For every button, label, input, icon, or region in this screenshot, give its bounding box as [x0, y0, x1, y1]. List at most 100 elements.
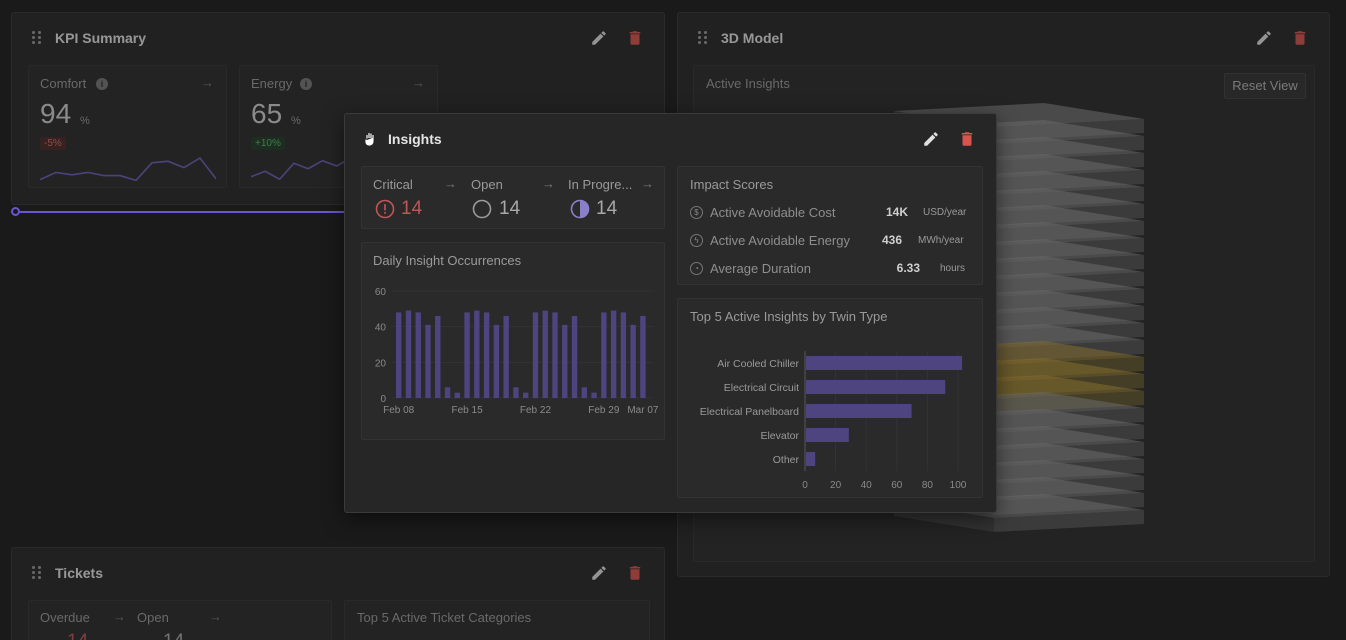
- daily-bar[interactable]: [581, 387, 587, 398]
- x-tick-label: Feb 29: [588, 405, 620, 416]
- building-floor-face: [994, 221, 1144, 243]
- alert-circle-icon: [375, 199, 395, 219]
- twin-type-bar[interactable]: [806, 452, 816, 466]
- daily-bar[interactable]: [415, 312, 421, 398]
- twin-type-bar[interactable]: [806, 404, 912, 418]
- impact-unit: USD/year: [923, 207, 967, 218]
- daily-bar[interactable]: [405, 310, 412, 398]
- impact-unit: hours: [940, 263, 966, 274]
- stat-value-critical: 14: [401, 198, 423, 219]
- x-tick-label: 60: [891, 480, 903, 491]
- building-floor-face: [994, 408, 1144, 430]
- impact-name: Average Duration: [710, 261, 811, 276]
- daily-bar[interactable]: [464, 312, 470, 398]
- y-tick-label: 20: [375, 358, 387, 369]
- daily-bar[interactable]: [640, 315, 646, 398]
- daily-bar[interactable]: [591, 392, 597, 398]
- twin-type-bar[interactable]: [806, 380, 946, 394]
- edit-icon[interactable]: [590, 564, 608, 582]
- daily-bar[interactable]: [571, 315, 578, 398]
- stat-label-critical: Critical: [373, 177, 413, 192]
- daily-bar[interactable]: [542, 310, 548, 398]
- ticket-stat-value: 14: [67, 631, 88, 640]
- top5-twin-type-bar-chart[interactable]: 0 20 40 60 80 100 Air Cooled Chiller Electrical…: [678, 329, 982, 497]
- daily-bar[interactable]: [523, 392, 529, 398]
- category-label: Air Cooled Chiller: [717, 358, 799, 370]
- daily-bar[interactable]: [435, 315, 441, 398]
- delete-icon[interactable]: [626, 564, 644, 582]
- building-floor-face: [994, 289, 1144, 311]
- ticket-stat-value: 14: [163, 631, 184, 640]
- widget-title: Tickets: [55, 565, 103, 581]
- drag-handle-icon[interactable]: [32, 31, 42, 45]
- edit-icon[interactable]: [922, 130, 940, 148]
- daily-bar[interactable]: [474, 310, 480, 398]
- ticket-categories-title: Top 5 Active Ticket Categories: [357, 610, 532, 625]
- ticket-stat-label: Open: [137, 610, 169, 625]
- daily-bar[interactable]: [562, 324, 568, 398]
- twin-type-bar[interactable]: [806, 428, 849, 442]
- x-tick-label: Feb 15: [452, 405, 484, 416]
- building-floor-face: [994, 391, 1144, 413]
- building-floor-face: [994, 425, 1144, 447]
- arrow-right-icon[interactable]: →: [542, 176, 555, 191]
- daily-bar[interactable]: [483, 312, 490, 398]
- building-floor-face: [994, 357, 1144, 379]
- edit-icon[interactable]: [1255, 29, 1273, 47]
- impact-value: 6.33: [896, 261, 920, 275]
- building-floor-face: [994, 153, 1144, 175]
- stat-value-open: 14: [499, 198, 521, 219]
- daily-bar[interactable]: [425, 324, 431, 398]
- drag-handle-icon[interactable]: [698, 31, 708, 45]
- x-tick-label: 40: [861, 480, 873, 491]
- reset-view-button[interactable]: Reset View: [1224, 73, 1306, 99]
- arrow-right-icon[interactable]: →: [209, 609, 222, 624]
- daily-bar[interactable]: [552, 312, 558, 398]
- arrow-right-icon[interactable]: →: [412, 75, 425, 90]
- arrow-right-icon[interactable]: →: [201, 75, 214, 90]
- category-label: Other: [773, 454, 800, 466]
- daily-bar[interactable]: [610, 310, 617, 398]
- delete-icon[interactable]: [958, 130, 976, 148]
- daily-bar[interactable]: [454, 392, 460, 398]
- category-label: Electrical Circuit: [724, 382, 799, 394]
- info-icon[interactable]: i: [300, 78, 312, 90]
- impact-scores-title: Impact Scores: [690, 177, 774, 192]
- widget-title: KPI Summary: [55, 30, 147, 46]
- x-tick-label: 100: [950, 480, 967, 491]
- daily-bar[interactable]: [493, 324, 500, 398]
- daily-bar[interactable]: [396, 312, 402, 398]
- info-icon[interactable]: i: [96, 78, 108, 90]
- x-tick-label: 20: [830, 480, 842, 491]
- delete-icon[interactable]: [626, 29, 644, 47]
- impact-row-energy: ϟ Active Avoidable Energy 436 MWh/year: [690, 233, 970, 251]
- delete-icon[interactable]: [1291, 29, 1309, 47]
- daily-bar[interactable]: [620, 312, 627, 398]
- x-tick-label: Mar 07: [627, 405, 659, 416]
- daily-insight-bar-chart[interactable]: 0 20 40 60 Feb 08 Feb 15 Feb 22 Feb 29 Mar 07: [362, 273, 664, 439]
- building-floor-face: [994, 204, 1144, 226]
- daily-bar[interactable]: [601, 312, 607, 398]
- y-tick-label: 0: [380, 394, 386, 405]
- daily-bar[interactable]: [513, 387, 519, 398]
- daily-bar[interactable]: [503, 315, 509, 398]
- insight-stats-card: Critical → 14 Open → 14 In Progre... → 1…: [361, 166, 665, 229]
- arrow-right-icon[interactable]: →: [641, 176, 654, 191]
- twin-type-bar[interactable]: [806, 356, 963, 370]
- building-floor-face: [994, 187, 1144, 209]
- edit-icon[interactable]: [590, 29, 608, 47]
- kpi-label: Comfort: [40, 76, 87, 91]
- daily-bar[interactable]: [630, 324, 636, 398]
- arrow-right-icon[interactable]: →: [113, 609, 126, 624]
- drag-handle-icon[interactable]: [32, 566, 42, 580]
- building-floor-face: [994, 170, 1144, 192]
- widget-header: KPI Summary: [12, 13, 664, 63]
- impact-scores-card: Impact Scores $ Active Avoidable Cost 14…: [677, 166, 983, 285]
- grab-hand-icon[interactable]: [363, 131, 377, 147]
- insights-widget[interactable]: Insights Critical → 14 Open → 14 In Prog…: [344, 113, 997, 513]
- widget-title: Insights: [388, 131, 442, 147]
- kpi-card-comfort[interactable]: Comfort i → 94 % -5%: [28, 65, 227, 188]
- arrow-right-icon[interactable]: →: [444, 176, 457, 191]
- daily-bar[interactable]: [532, 312, 539, 398]
- daily-bar[interactable]: [444, 387, 451, 398]
